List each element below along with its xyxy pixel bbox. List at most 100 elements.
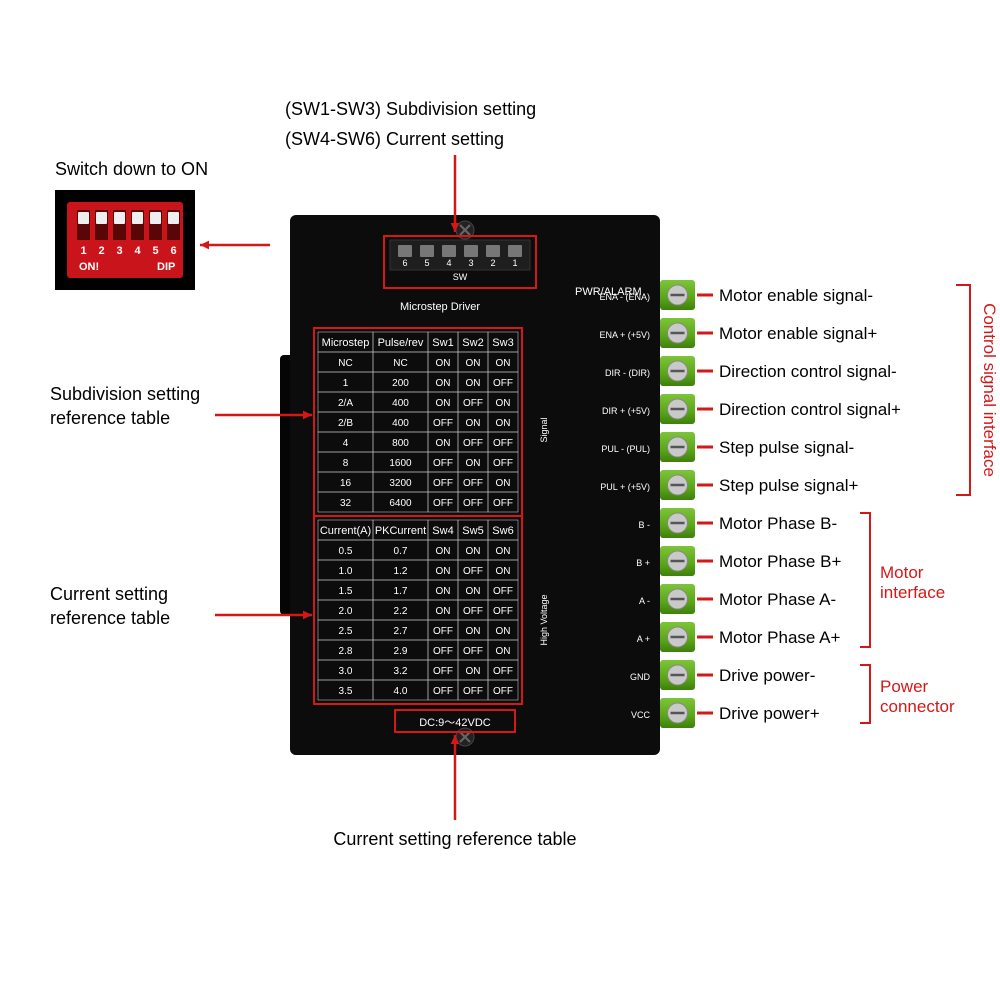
dip-dip-label: DIP xyxy=(157,261,175,273)
microstepTable-cell: 2/B xyxy=(338,418,353,429)
sw-number: 1 xyxy=(512,258,517,268)
microstepTable-cell: OFF xyxy=(433,478,453,489)
microstepTable-cell: ON xyxy=(466,358,481,369)
terminal-block xyxy=(660,546,695,576)
group-bracket xyxy=(860,665,870,723)
group-bracket xyxy=(956,285,970,495)
currentTable-cell: ON xyxy=(466,586,481,597)
terminal-block xyxy=(660,318,695,348)
dip-number: 1 xyxy=(80,245,86,257)
currentTable-cell: 2.2 xyxy=(394,606,408,617)
microstepTable-cell: 3200 xyxy=(389,478,412,489)
group-label: Powerconnector xyxy=(880,677,955,716)
group-label: Motorinterface xyxy=(880,563,945,602)
currentTable-cell: 1.5 xyxy=(339,586,353,597)
currentTable-cell: 0.7 xyxy=(394,546,408,557)
currentTable-cell: 1.0 xyxy=(339,566,353,577)
dip-number: 4 xyxy=(134,245,141,257)
currentTable-cell: ON xyxy=(466,626,481,637)
sw-number: 6 xyxy=(402,258,407,268)
dip-slider xyxy=(114,212,125,224)
sw-number: 5 xyxy=(424,258,429,268)
label-top2: (SW4-SW6) Current setting xyxy=(285,129,504,149)
microstepTable-cell: 400 xyxy=(392,418,409,429)
dip-slider xyxy=(150,212,161,224)
currentTable-cell: OFF xyxy=(433,686,453,697)
group-bracket xyxy=(860,513,870,647)
currentTable-cell: 0.5 xyxy=(339,546,353,557)
pin-label: GND xyxy=(630,672,651,682)
currentTable-cell: OFF xyxy=(433,626,453,637)
microstepTable-cell: 200 xyxy=(392,378,409,389)
dip-number: 2 xyxy=(98,245,104,257)
terminal-label: Motor enable signal+ xyxy=(719,324,877,343)
pin-label: A + xyxy=(637,634,650,644)
label-current-ref: Current settingreference table xyxy=(50,584,170,628)
pin-label: DIR + (+5V) xyxy=(602,406,650,416)
driver-title: Microstep Driver xyxy=(400,301,480,313)
microstepTable-cell: ON xyxy=(436,438,451,449)
terminal-label: Step pulse signal+ xyxy=(719,476,858,495)
microstepTable-cell: ON xyxy=(466,418,481,429)
label-subdiv-ref: Subdivision settingreference table xyxy=(50,384,200,428)
currentTable-cell: 3.2 xyxy=(394,666,408,677)
currentTable-cell: OFF xyxy=(463,686,483,697)
microstepTable-cell: 800 xyxy=(392,438,409,449)
currentTable-header: Sw5 xyxy=(462,525,483,537)
sw-number: 4 xyxy=(446,258,451,268)
currentTable-cell: ON xyxy=(466,666,481,677)
currentTable-cell: 2.8 xyxy=(339,646,353,657)
microstepTable-header: Sw2 xyxy=(462,337,483,349)
currentTable-cell: OFF xyxy=(493,686,513,697)
currentTable-cell: OFF xyxy=(433,666,453,677)
terminal-block xyxy=(660,432,695,462)
currentTable-cell: ON xyxy=(436,546,451,557)
currentTable-cell: 2.9 xyxy=(394,646,408,657)
dip-number: 3 xyxy=(116,245,122,257)
currentTable-cell: 3.5 xyxy=(339,686,353,697)
microstepTable-cell: NC xyxy=(338,358,352,369)
microstepTable-cell: OFF xyxy=(463,438,483,449)
dip-number: 6 xyxy=(170,245,176,257)
terminal-label: Drive power+ xyxy=(719,704,820,723)
microstepTable-cell: 2/A xyxy=(338,398,353,409)
terminal-block xyxy=(660,470,695,500)
microstepTable-cell: 1600 xyxy=(389,458,412,469)
pin-label: PUL + (+5V) xyxy=(600,482,650,492)
currentTable-cell: OFF xyxy=(463,606,483,617)
currentTable-cell: 1.2 xyxy=(394,566,408,577)
pin-label: B - xyxy=(638,520,650,530)
microstepTable-cell: ON xyxy=(496,478,511,489)
microstepTable-cell: ON xyxy=(496,398,511,409)
currentTable-cell: OFF xyxy=(463,566,483,577)
microstepTable-cell: OFF xyxy=(463,498,483,509)
terminal-label: Step pulse signal- xyxy=(719,438,854,457)
label-top1: (SW1-SW3) Subdivision setting xyxy=(285,99,536,119)
currentTable-cell: ON xyxy=(466,546,481,557)
currentTable-header: PKCurrent xyxy=(375,525,426,537)
hv-side-label: High Voltage xyxy=(539,594,549,645)
terminal-label: Drive power- xyxy=(719,666,815,685)
pin-label: ENA - (ENA) xyxy=(599,292,650,302)
terminal-block xyxy=(660,698,695,728)
microstepTable-header: Sw3 xyxy=(492,337,513,349)
dip-slider xyxy=(78,212,89,224)
currentTable-cell: ON xyxy=(436,566,451,577)
microstepTable-cell: ON xyxy=(496,418,511,429)
currentTable-cell: 2.7 xyxy=(394,626,408,637)
signal-side-label: Signal xyxy=(539,417,549,442)
terminal-block xyxy=(660,660,695,690)
currentTable-cell: OFF xyxy=(433,646,453,657)
currentTable-cell: ON xyxy=(436,606,451,617)
currentTable-cell: ON xyxy=(496,646,511,657)
microstepTable-cell: ON xyxy=(436,398,451,409)
terminal-label: Motor Phase A- xyxy=(719,590,836,609)
terminal-label: Direction control signal- xyxy=(719,362,897,381)
sw-number: 2 xyxy=(490,258,495,268)
microstepTable-cell: OFF xyxy=(433,418,453,429)
terminal-block xyxy=(660,622,695,652)
microstepTable-cell: OFF xyxy=(493,378,513,389)
microstepTable-cell: OFF xyxy=(433,498,453,509)
microstepTable-cell: OFF xyxy=(493,458,513,469)
dip-number: 5 xyxy=(152,245,158,257)
